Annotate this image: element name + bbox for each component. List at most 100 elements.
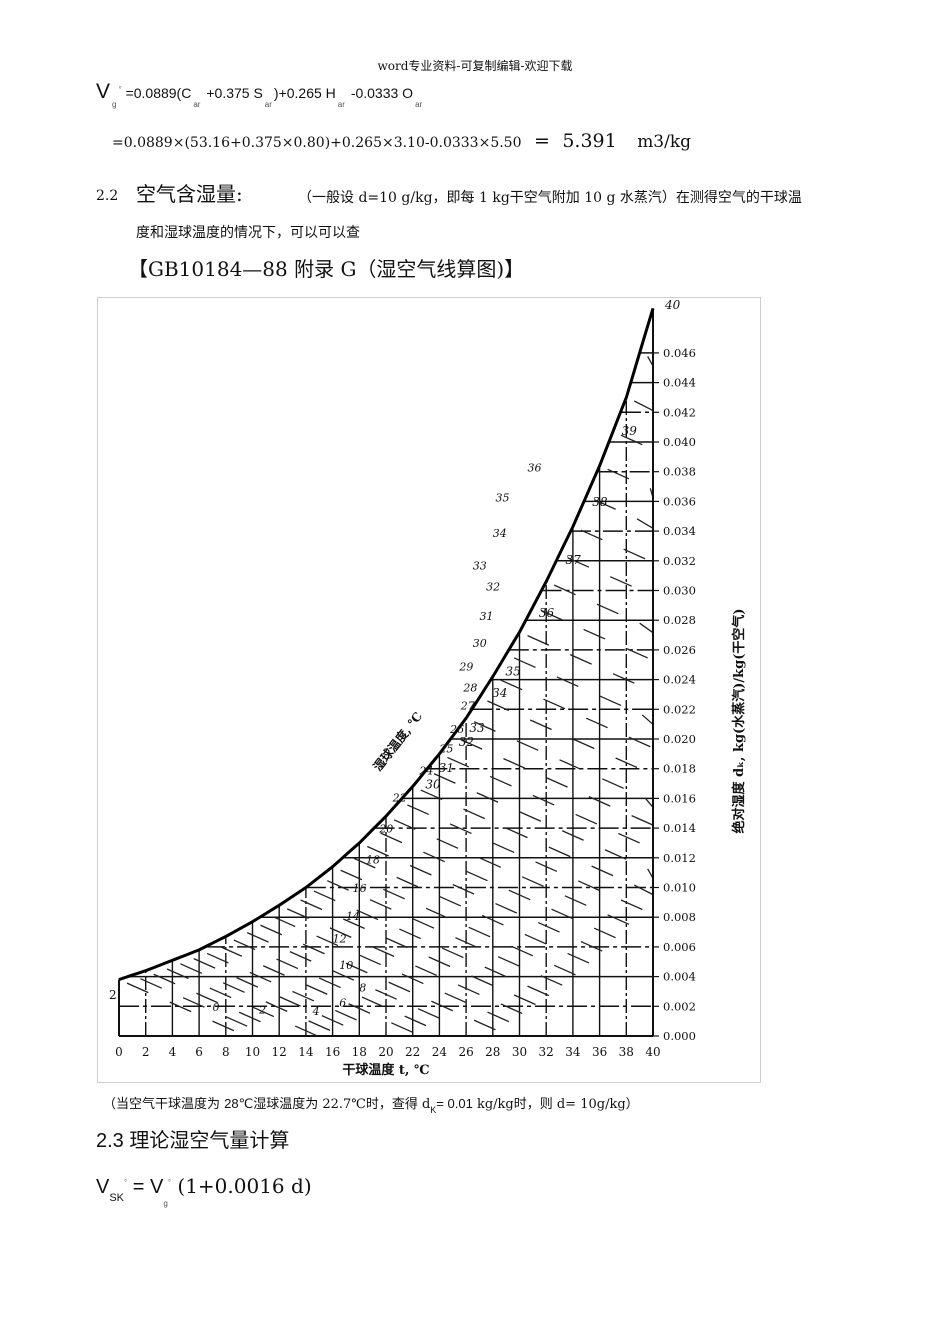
y-tick-label: 0.032 bbox=[663, 554, 696, 568]
calc-expression: =0.0889×(53.16+0.375×0.80)+0.265×3.10-0.… bbox=[112, 135, 522, 151]
wet-bulb-line bbox=[300, 899, 323, 911]
x-tick-label: 8 bbox=[222, 1045, 230, 1059]
formula-lhs-sup: ° bbox=[118, 85, 122, 94]
wet-bulb-line bbox=[433, 773, 456, 784]
wet-bulb-label: 16 bbox=[353, 882, 367, 895]
wet-bulb-line bbox=[556, 676, 579, 688]
x-tick-label: 18 bbox=[352, 1045, 367, 1059]
wet-bulb-line bbox=[593, 499, 616, 510]
wet-bulb-label: 28 bbox=[462, 681, 477, 694]
wet-bulb-line bbox=[249, 971, 272, 983]
caption-dk-value: = 0.01 bbox=[436, 1096, 473, 1111]
wet-bulb-line bbox=[393, 819, 416, 830]
x-axis-title: 干球温度 t, ℃ bbox=[342, 1062, 429, 1078]
caption-text-2: 湿球温度为 22.7℃时，查得 d bbox=[253, 1097, 431, 1112]
caption-text-3: kg/kg时，则 d= 10g/kg） bbox=[472, 1097, 639, 1112]
wet-bulb-line bbox=[577, 880, 600, 892]
wet-bulb-label: 4 bbox=[312, 1005, 320, 1018]
wet-bulb-line bbox=[212, 1020, 235, 1032]
wet-bulb-line bbox=[516, 740, 539, 751]
wet-bulb-line bbox=[572, 738, 595, 750]
wet-bulb-line bbox=[484, 966, 507, 978]
x-tick-label: 2 bbox=[142, 1045, 150, 1059]
wet-bulb-line bbox=[545, 777, 568, 788]
wet-bulb-line bbox=[238, 1011, 261, 1023]
wet-bulb-line bbox=[444, 992, 467, 1004]
wet-bulb-line bbox=[527, 985, 550, 997]
wet-bulb-line bbox=[375, 989, 397, 1000]
wet-bulb-line bbox=[476, 792, 499, 803]
wet-bulb-line bbox=[636, 518, 654, 529]
wet-bulb-line bbox=[289, 951, 312, 962]
wet-bulb-line bbox=[588, 796, 611, 807]
wet-bulb-line bbox=[596, 603, 619, 615]
x-tick-label: 24 bbox=[432, 1045, 448, 1059]
wet-bulb-line bbox=[543, 698, 566, 710]
wet-bulb-line bbox=[220, 946, 243, 957]
wet-bulb-label: 14 bbox=[346, 910, 360, 923]
x-tick-label: 28 bbox=[485, 1045, 500, 1059]
wet-bulb-line bbox=[569, 654, 592, 665]
wet-bulb-line bbox=[380, 832, 403, 844]
wet-bulb-line bbox=[166, 968, 189, 980]
standard-reference: 【GB10184—88 附录 G（湿空气线算图)】 bbox=[128, 257, 525, 281]
wet-bulb-line bbox=[473, 1019, 496, 1031]
wet-bulb-label: 34 bbox=[493, 527, 507, 540]
wet-bulb-line bbox=[593, 927, 616, 939]
y-tick-label: 0.016 bbox=[663, 791, 696, 805]
calc-result: 5.391 bbox=[562, 130, 617, 152]
wet-bulb-line bbox=[487, 700, 510, 712]
wet-bulb-line bbox=[492, 842, 515, 854]
wet-bulb-line bbox=[455, 937, 478, 948]
wet-bulb-line bbox=[644, 797, 654, 808]
wet-bulb-line bbox=[391, 1022, 413, 1033]
y-tick-label: 0.024 bbox=[663, 673, 696, 687]
wet-bulb-line bbox=[126, 982, 149, 994]
curve-label: 湿球温度, ℃ bbox=[370, 709, 425, 774]
wet-bulb-line bbox=[196, 992, 219, 1004]
wet-bulb-line bbox=[260, 924, 283, 936]
formula-term-s: +0.375 S bbox=[206, 85, 263, 101]
wet-bulb-line bbox=[500, 679, 523, 691]
wet-bulb-line bbox=[246, 932, 269, 943]
wet-bulb-line bbox=[369, 899, 392, 910]
wet-bulb-line bbox=[641, 714, 654, 725]
y-tick-label: 0.046 bbox=[663, 346, 696, 360]
vsk-sup: ° bbox=[124, 1178, 128, 1187]
wet-bulb-line bbox=[153, 973, 176, 985]
formula-term-h: )+0.265 H bbox=[273, 85, 336, 101]
wet-bulb-line bbox=[508, 889, 531, 901]
wet-bulb-line bbox=[495, 902, 518, 914]
wet-bulb-label: 39 bbox=[622, 424, 638, 438]
wet-bulb-line bbox=[580, 529, 603, 541]
calc-equals: = bbox=[533, 130, 550, 152]
wet-bulb-label: 8 bbox=[359, 981, 366, 994]
wet-bulb-line bbox=[265, 1001, 288, 1012]
y-tick-label: 0.006 bbox=[663, 940, 696, 954]
formula-vg-definition: Vg° =0.0889(Car +0.375 Sar)+0.265 Har -0… bbox=[96, 80, 424, 109]
wet-bulb-line bbox=[481, 914, 504, 926]
wet-bulb-line bbox=[460, 739, 483, 750]
x-tick-label: 40 bbox=[645, 1045, 660, 1059]
wet-bulb-line bbox=[436, 838, 459, 849]
wet-bulb-line bbox=[551, 908, 574, 920]
x-tick-label: 10 bbox=[245, 1045, 260, 1059]
wet-bulb-line bbox=[503, 758, 526, 769]
vsk-eq: = V bbox=[127, 1176, 164, 1198]
y-tick-label: 0.002 bbox=[663, 999, 696, 1013]
x-tick-label: 26 bbox=[458, 1045, 473, 1059]
wet-bulb-line bbox=[585, 717, 608, 729]
chart-svg: 0 2 4 6 8 10 12 14 16 18 20 22 24 26 28 30 32 34 36 38 400.0… bbox=[109, 298, 747, 1078]
y-tick-label: 0.004 bbox=[663, 970, 696, 984]
x-tick-label: 4 bbox=[169, 1045, 177, 1059]
wet-bulb-line bbox=[631, 815, 654, 826]
wet-bulb-label: 30 bbox=[473, 637, 487, 650]
wet-bulb-label: 36 bbox=[528, 462, 542, 475]
wet-bulb-label: 33 bbox=[473, 560, 487, 573]
wet-bulb-line bbox=[193, 958, 216, 969]
vsk-lhs: V bbox=[96, 1176, 110, 1198]
wet-bulb-line bbox=[575, 813, 598, 825]
wet-bulb-line bbox=[580, 940, 603, 952]
wet-bulb-line bbox=[535, 861, 558, 873]
wet-bulb-line bbox=[252, 1006, 275, 1018]
